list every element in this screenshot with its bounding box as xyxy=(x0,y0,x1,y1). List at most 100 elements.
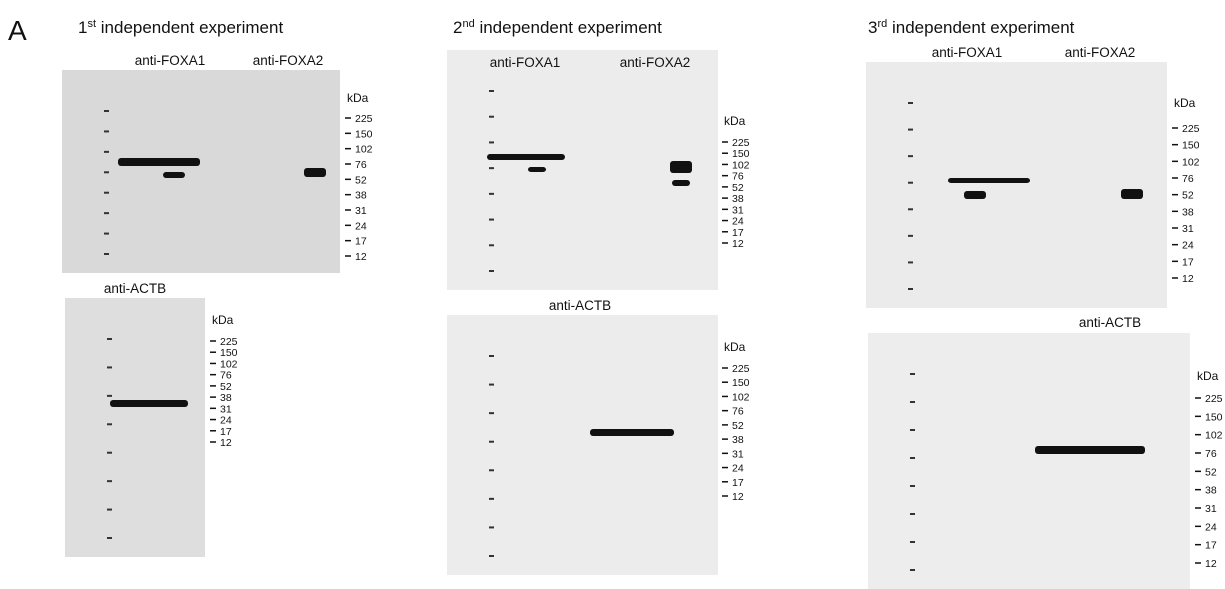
band xyxy=(948,178,1030,183)
ladder-mark xyxy=(908,155,913,158)
ladder-mark xyxy=(107,451,112,454)
marker-label: 24 xyxy=(732,216,744,228)
ladder-mark xyxy=(489,270,494,272)
ladder-mark xyxy=(910,513,915,515)
band xyxy=(528,167,546,172)
kda-label: kDa xyxy=(1174,96,1196,110)
ladder-mark xyxy=(107,537,112,539)
marker-label: 38 xyxy=(732,193,744,205)
ladder-mark xyxy=(489,218,494,221)
ladder-mark xyxy=(489,526,494,529)
ladder-mark xyxy=(104,171,109,174)
marker-label: 52 xyxy=(732,420,744,432)
title-text: independent experiment xyxy=(96,18,283,37)
marker-label: 225 xyxy=(1182,123,1200,135)
ladder-mark xyxy=(489,192,494,195)
marker-label: 52 xyxy=(732,182,744,194)
marker-label: 38 xyxy=(220,392,232,404)
ladder-mark xyxy=(910,373,915,375)
marker-label: 76 xyxy=(355,159,367,171)
marker-label: 24 xyxy=(355,220,367,232)
marker-label: 102 xyxy=(732,391,750,403)
ladder-mark xyxy=(104,253,109,255)
marker-label: 76 xyxy=(1205,448,1217,460)
ladder-mark xyxy=(489,115,494,118)
experiment-title: 2nd independent experiment xyxy=(453,18,662,37)
ladder-mark xyxy=(489,141,494,144)
antibody-label: anti-FOXA2 xyxy=(253,53,324,68)
band xyxy=(672,180,690,186)
ladder-mark xyxy=(104,191,109,194)
ladder-mark xyxy=(107,338,112,340)
experiment: 3rd independent experiment kDa 225 150 102 76… xyxy=(866,18,1223,589)
marker-label: 12 xyxy=(732,491,744,503)
marker-label: 31 xyxy=(355,205,367,217)
experiment-title: 1st independent experiment xyxy=(78,18,283,37)
band xyxy=(1121,189,1143,199)
band xyxy=(304,168,326,177)
ladder-mark xyxy=(104,232,109,235)
marker-label: 12 xyxy=(355,251,367,263)
marker-label: 102 xyxy=(1205,430,1223,442)
antibody-label: anti-ACTB xyxy=(549,298,611,313)
marker-label: 225 xyxy=(732,363,750,375)
title-suffix: rd xyxy=(877,18,887,30)
experiment-title: 3rd independent experiment xyxy=(868,18,1075,37)
marker-label: 17 xyxy=(1182,256,1194,268)
marker-label: 31 xyxy=(1182,223,1194,235)
marker-label: 76 xyxy=(732,406,744,418)
marker-label: 52 xyxy=(1182,190,1194,202)
ladder-mark xyxy=(908,261,913,264)
ladder-mark xyxy=(908,102,913,104)
antibody-label: anti-FOXA2 xyxy=(1065,45,1136,60)
marker-label: 38 xyxy=(1205,485,1217,497)
marker-label: 76 xyxy=(1182,173,1194,185)
marker-label: 17 xyxy=(732,477,744,489)
band xyxy=(487,154,565,160)
blot xyxy=(62,70,340,273)
marker-label: 225 xyxy=(220,336,238,348)
marker-label: 150 xyxy=(220,347,238,359)
title-ordinal: 1 xyxy=(78,18,87,37)
ladder-mark xyxy=(908,181,913,184)
ladder-mark xyxy=(489,412,494,415)
title-suffix: nd xyxy=(462,18,474,30)
blot xyxy=(65,298,205,557)
ladder-mark xyxy=(107,508,112,511)
ladder-mark xyxy=(489,90,494,92)
antibody-label: anti-FOXA1 xyxy=(135,53,206,68)
marker-label: 150 xyxy=(1205,411,1223,423)
marker-label: 17 xyxy=(1205,540,1217,552)
kda-label: kDa xyxy=(1197,369,1219,383)
band xyxy=(110,400,188,407)
marker-label: 12 xyxy=(220,437,232,449)
experiment: 1st independent experimentkDa22515010276… xyxy=(62,18,373,557)
panel-label: A xyxy=(8,15,27,46)
marker-label: 31 xyxy=(732,448,744,460)
marker-label: 38 xyxy=(1182,206,1194,218)
ladder-mark xyxy=(107,480,112,483)
marker-label: 24 xyxy=(220,415,232,427)
ladder-mark xyxy=(107,366,112,369)
marker-label: 102 xyxy=(1182,156,1200,168)
marker-label: 52 xyxy=(355,174,367,186)
antibody-label: anti-FOXA1 xyxy=(932,45,1003,60)
marker-label: 17 xyxy=(220,426,232,438)
kda-label: kDa xyxy=(212,313,234,327)
ladder-mark xyxy=(489,497,494,500)
ladder-mark xyxy=(104,130,109,133)
antibody-label: anti-ACTB xyxy=(1079,315,1141,330)
band xyxy=(670,161,692,173)
marker-label: 24 xyxy=(1182,240,1194,252)
title-text: independent experiment xyxy=(475,18,662,37)
blot xyxy=(447,315,718,575)
title-ordinal: 2 xyxy=(453,18,462,37)
kda-label: kDa xyxy=(724,114,746,128)
antibody-label: anti-FOXA1 xyxy=(490,55,561,70)
marker-label: 31 xyxy=(732,204,744,216)
marker-label: 225 xyxy=(732,137,750,149)
band xyxy=(163,172,185,178)
marker-label: 38 xyxy=(355,190,367,202)
experiment: 2nd independent experimentkDa22515010276… xyxy=(447,18,750,575)
